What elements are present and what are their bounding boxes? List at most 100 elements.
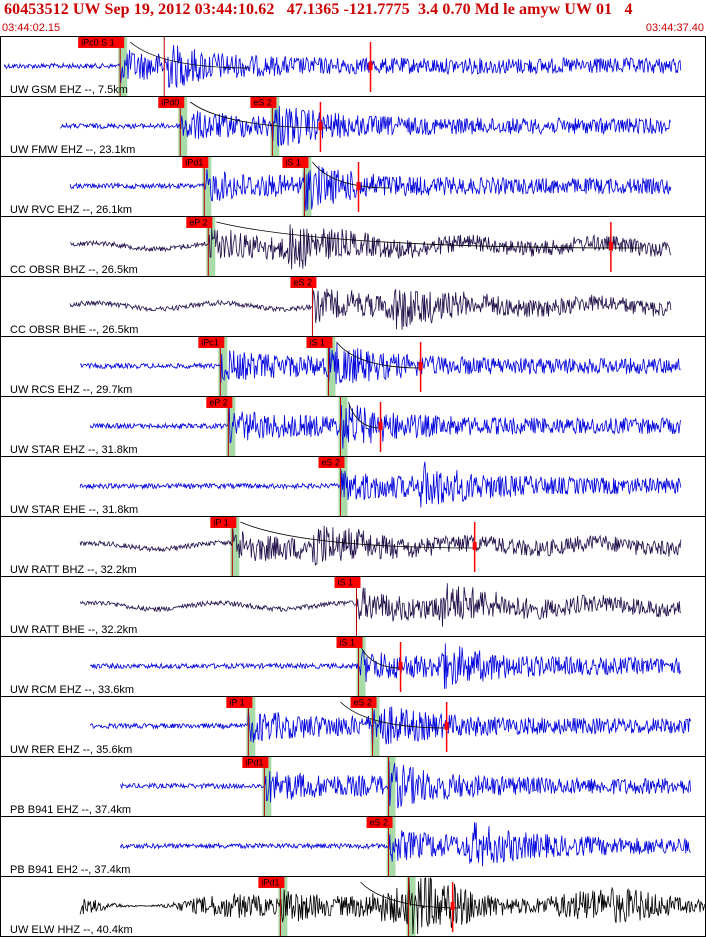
pick-label[interactable]: eS 2 bbox=[253, 98, 272, 108]
coda-curve bbox=[340, 701, 447, 729]
pick-label-box[interactable] bbox=[282, 157, 309, 168]
waveform-trace[interactable] bbox=[79, 583, 682, 627]
station-label: UW STAR EHE --, 31.8km bbox=[10, 504, 138, 516]
waveform-trace[interactable] bbox=[69, 165, 672, 211]
pick-label[interactable]: iS 1 bbox=[309, 338, 325, 348]
pick-label-box[interactable] bbox=[78, 37, 125, 48]
waveform-trace[interactable] bbox=[79, 876, 706, 935]
pick-label[interactable]: iPc0 S 1 bbox=[81, 38, 115, 48]
waveform-trace[interactable] bbox=[79, 343, 681, 385]
pick-label[interactable]: eP 2 bbox=[209, 398, 227, 408]
pick-label[interactable]: iPd1 bbox=[185, 158, 203, 168]
pick-label[interactable]: eS 2 bbox=[370, 818, 389, 828]
waveform-trace[interactable] bbox=[89, 404, 681, 449]
pick-label-box[interactable] bbox=[226, 697, 253, 708]
pick-window bbox=[226, 397, 236, 456]
pick-label-box[interactable] bbox=[334, 577, 361, 588]
waveform-trace[interactable] bbox=[69, 288, 672, 330]
waveform-trace[interactable] bbox=[79, 461, 682, 508]
pick-window bbox=[206, 217, 216, 276]
pick-label[interactable]: iS 1 bbox=[340, 638, 356, 648]
station-label: UW RCS EHZ --, 29.7km bbox=[10, 384, 132, 396]
station-label: UW RVC EHZ --, 26.1km bbox=[10, 204, 132, 216]
waveform-trace[interactable] bbox=[59, 105, 671, 147]
pick-label-box[interactable] bbox=[366, 817, 393, 828]
pick-window bbox=[218, 337, 228, 396]
pick-label-box[interactable] bbox=[250, 97, 277, 108]
station-label: UW FMW EHZ --, 23.1km bbox=[10, 144, 135, 156]
station-label: PB B941 EHZ --, 37.4km bbox=[10, 804, 131, 816]
pick-label-box[interactable] bbox=[318, 457, 345, 468]
station-label: UW RATT BHZ --, 32.2km bbox=[10, 564, 137, 576]
event-title: 60453512 UW Sep 19, 2012 03:44:10.62 47.… bbox=[4, 1, 633, 18]
pick-label-box[interactable] bbox=[336, 637, 363, 648]
amplitude-marker-box bbox=[378, 422, 383, 430]
waveform-trace[interactable] bbox=[89, 706, 692, 751]
seismogram-canvas[interactable]: iPc0 S 1 UW GSM EHZ --, 7.5km iPd0 eS 2 UW F… bbox=[0, 36, 706, 938]
pick-label[interactable]: iP 1 bbox=[213, 518, 228, 528]
pick-window bbox=[270, 97, 280, 156]
pick-label-box[interactable] bbox=[158, 97, 185, 108]
pick-label-box[interactable] bbox=[290, 277, 317, 288]
header-bar: 60453512 UW Sep 19, 2012 03:44:10.62 47.… bbox=[0, 0, 706, 36]
waveform-trace[interactable] bbox=[119, 822, 691, 867]
seismogram-panel-stack[interactable]: iPc0 S 1 UW GSM EHZ --, 7.5km iPd0 eS 2 UW F… bbox=[0, 36, 706, 938]
waveform-trace[interactable] bbox=[70, 224, 672, 270]
pick-label-box[interactable] bbox=[206, 397, 233, 408]
coda-curve bbox=[240, 521, 481, 549]
amplitude-marker-box bbox=[450, 902, 455, 910]
waveform-trace[interactable] bbox=[3, 44, 682, 89]
pick-label[interactable]: eS 2 bbox=[321, 458, 340, 468]
pick-label-box[interactable] bbox=[186, 217, 213, 228]
pick-window bbox=[406, 877, 416, 936]
amplitude-marker-box bbox=[398, 662, 403, 670]
coda-curve bbox=[312, 161, 391, 189]
amplitude-marker-box bbox=[318, 122, 323, 130]
waveform-trace[interactable] bbox=[119, 761, 691, 809]
pick-label[interactable]: iPd1 bbox=[261, 878, 279, 888]
amplitude-marker-box bbox=[368, 62, 373, 70]
pick-window bbox=[370, 697, 380, 756]
pick-label[interactable]: iS 1 bbox=[338, 578, 354, 588]
coda-curve bbox=[216, 221, 641, 249]
station-label: UW RER EHZ --, 35.6km bbox=[10, 744, 132, 756]
pick-window bbox=[386, 817, 396, 876]
pick-label[interactable]: iPd1 bbox=[245, 758, 263, 768]
pick-label[interactable]: eP 2 bbox=[189, 218, 207, 228]
pick-label[interactable]: eS 2 bbox=[293, 278, 312, 288]
pick-label-box[interactable] bbox=[210, 517, 237, 528]
pick-label-box[interactable] bbox=[242, 757, 269, 768]
amplitude-marker-box bbox=[608, 242, 613, 250]
station-label: CC OBSR BHZ --, 26.5km bbox=[10, 264, 138, 276]
pick-label-box[interactable] bbox=[198, 337, 225, 348]
pick-label-box[interactable] bbox=[306, 337, 333, 348]
station-label: UW RCM EHZ --, 33.6km bbox=[10, 684, 134, 696]
station-label: UW STAR EHZ --, 31.8km bbox=[10, 444, 138, 456]
station-label: CC OBSR BHE --, 26.5km bbox=[10, 324, 138, 336]
station-label: PB B941 EH2 --, 37.4km bbox=[10, 864, 130, 876]
pick-label-box[interactable] bbox=[350, 697, 377, 708]
time-end-label: 03:44:37.40 bbox=[645, 22, 704, 34]
pick-window bbox=[262, 757, 272, 816]
coda-curve bbox=[336, 341, 421, 369]
pick-label[interactable]: iS 1 bbox=[285, 158, 301, 168]
pick-label[interactable]: iPc1 bbox=[201, 338, 219, 348]
amplitude-marker-box bbox=[444, 722, 449, 730]
pick-label[interactable]: iPd0 bbox=[161, 98, 179, 108]
pick-label-box[interactable] bbox=[258, 877, 285, 888]
station-label: UW GSM EHZ --, 7.5km bbox=[10, 84, 128, 96]
pick-label-box[interactable] bbox=[182, 157, 209, 168]
pick-window bbox=[202, 157, 212, 216]
coda-curve bbox=[360, 881, 461, 909]
amplitude-marker-box bbox=[418, 362, 423, 370]
pick-label[interactable]: eS 2 bbox=[354, 698, 373, 708]
pick-window bbox=[246, 697, 256, 756]
station-label: UW ELW HHZ --, 40.4km bbox=[10, 924, 133, 936]
waveform-trace[interactable] bbox=[89, 643, 681, 689]
waveform-trace[interactable] bbox=[79, 525, 682, 566]
station-label: UW RATT BHE --, 32.2km bbox=[10, 624, 137, 636]
pick-label[interactable]: iP 1 bbox=[229, 698, 244, 708]
pick-window bbox=[338, 397, 348, 456]
time-start-label: 03:44:02.15 bbox=[2, 22, 61, 34]
pick-window bbox=[230, 517, 240, 576]
